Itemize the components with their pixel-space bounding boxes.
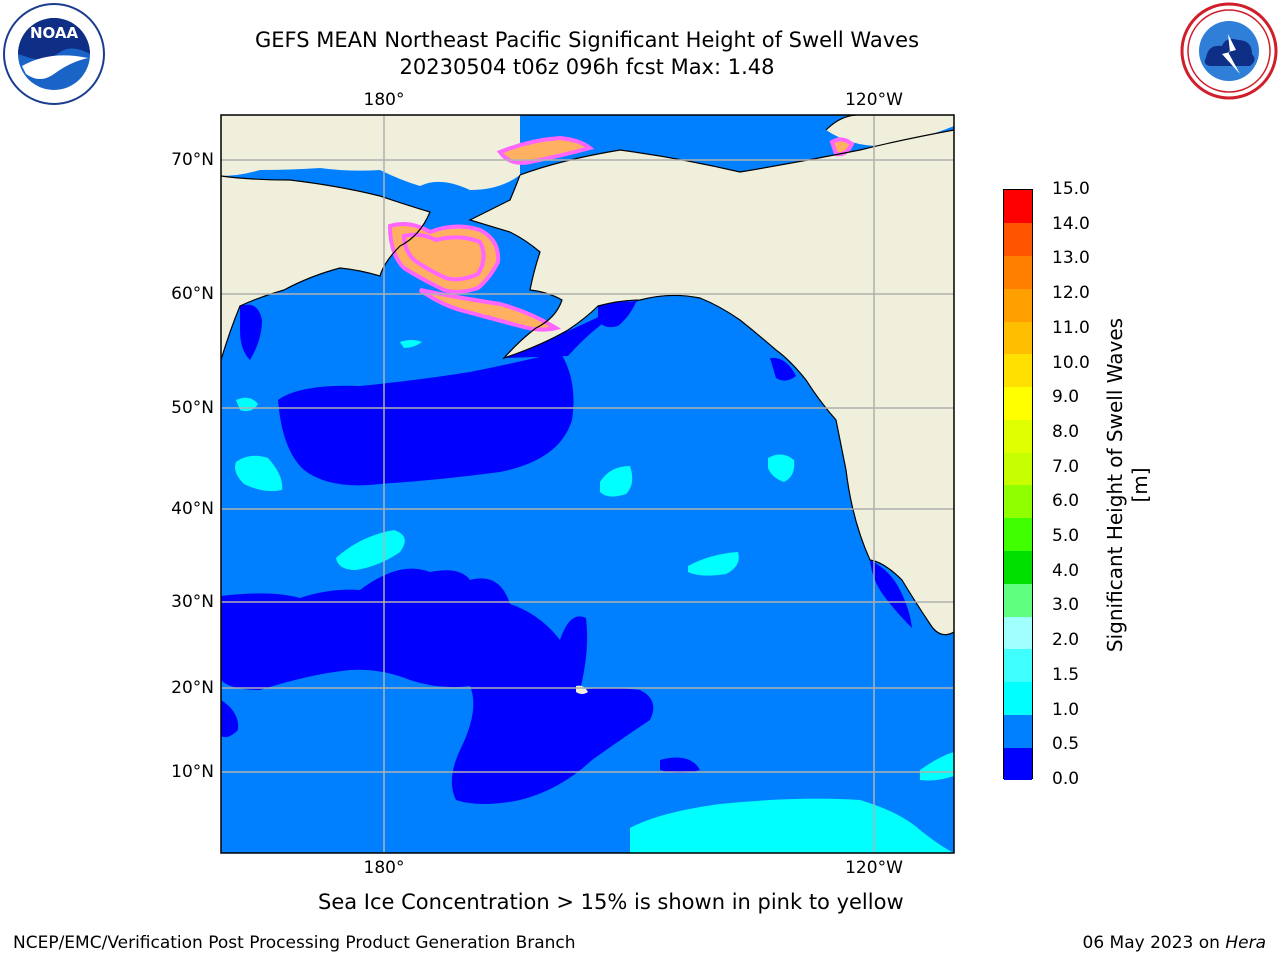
colorbar-segment	[1004, 714, 1032, 748]
sea-ice-note: Sea Ice Concentration > 15% is shown in …	[318, 890, 904, 914]
colorbar-segment	[1004, 222, 1032, 257]
graticule	[221, 115, 954, 853]
colorbar-segment	[1004, 255, 1032, 289]
sea-ice-concentration	[387, 135, 855, 332]
lon-label-bottom-120w: 120°W	[845, 858, 903, 878]
colorbar-segment	[1004, 353, 1032, 388]
colorbar-tick-label: 8.0	[1052, 421, 1080, 442]
colorbar-tick-label: 1.5	[1052, 664, 1080, 685]
moderate-swell-regions	[235, 340, 954, 853]
colorbar-tick-label: 15.0	[1052, 179, 1090, 199]
colorbar-segment	[1004, 452, 1032, 486]
colorbar-segment	[1004, 321, 1032, 355]
land-masses	[221, 115, 954, 694]
colorbar-label: Significant Height of Swell Waves [m]	[1103, 317, 1152, 653]
nws-logo-icon	[1180, 2, 1278, 100]
lat-label-50n: 50°N	[171, 398, 214, 418]
lon-label-top-120w: 120°W	[845, 90, 903, 110]
map-frame	[220, 114, 955, 854]
lat-label-10n: 10°N	[171, 762, 214, 782]
colorbar-tick-label: 1.0	[1052, 699, 1080, 720]
colorbar-tick-label: 13.0	[1052, 248, 1090, 269]
chart-subtitle: 20230504 t06z 096h fcst Max: 1.48	[399, 55, 775, 79]
colorbar-segment	[1004, 583, 1032, 617]
lat-label-40n: 40°N	[171, 499, 214, 519]
colorbar-tick-label: 9.0	[1052, 387, 1080, 408]
coastlines	[221, 115, 954, 636]
colorbar-tick-label: 2.0	[1052, 630, 1080, 651]
colorbar-tick-label: 14.0	[1052, 213, 1090, 234]
lon-label-bottom-180: 180°	[363, 858, 405, 878]
footer-credit: NCEP/EMC/Verification Post Processing Pr…	[13, 933, 576, 953]
colorbar-tick-label: 4.0	[1052, 560, 1080, 581]
colorbar-segment	[1004, 386, 1032, 420]
lat-label-70n: 70°N	[171, 150, 214, 170]
footer-date-text: 06 May 2023 on	[1082, 933, 1220, 953]
colorbar	[1003, 189, 1033, 781]
colorbar-tick-label: 11.0	[1052, 317, 1090, 338]
chart-title: GEFS MEAN Northeast Pacific Significant …	[254, 28, 920, 52]
colorbar-segment	[1004, 648, 1032, 683]
colorbar-segment	[1004, 550, 1032, 584]
colorbar-tick-label: 3.0	[1052, 595, 1080, 616]
colorbar-tick-label: 0.0	[1052, 769, 1080, 789]
colorbar-tick-label: 12.0	[1052, 283, 1090, 304]
colorbar-segment	[1004, 681, 1032, 715]
low-swell-regions	[221, 300, 912, 804]
colorbar-segment	[1004, 419, 1032, 453]
footer-date: 06 May 2023 on Hera	[1083, 933, 1267, 953]
lat-label-20n: 20°N	[171, 678, 214, 698]
noaa-logo-text: NOAA	[30, 24, 79, 42]
colorbar-segment	[1004, 517, 1032, 552]
colorbar-tick-label: 7.0	[1052, 456, 1080, 477]
colorbar-segment	[1004, 190, 1032, 224]
colorbar-tick-label: 5.0	[1052, 526, 1080, 547]
colorbar-tick-label: 10.0	[1052, 352, 1090, 373]
colorbar-segment	[1004, 747, 1032, 781]
lon-label-top-180: 180°	[363, 90, 405, 110]
noaa-logo-icon: NOAA	[3, 3, 105, 105]
colorbar-tick-label: 0.5	[1052, 734, 1080, 755]
footer-host: Hera	[1225, 933, 1266, 953]
colorbar-segment	[1004, 288, 1032, 322]
colorbar-tick-label: 6.0	[1052, 491, 1080, 512]
lat-label-30n: 30°N	[171, 592, 214, 612]
lat-label-60n: 60°N	[171, 284, 214, 304]
colorbar-segment	[1004, 485, 1032, 519]
colorbar-segment	[1004, 616, 1032, 650]
